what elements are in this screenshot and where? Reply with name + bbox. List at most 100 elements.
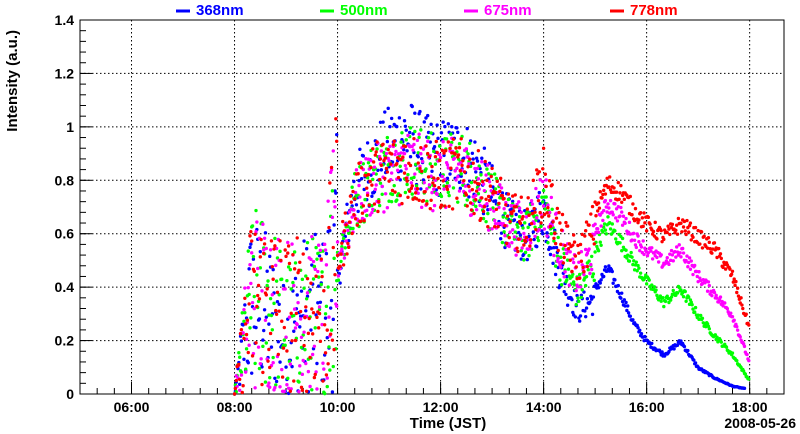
data-point: [396, 152, 401, 156]
data-point: [554, 245, 559, 250]
data-point: [564, 247, 568, 252]
data-point: [577, 251, 581, 255]
data-point: [618, 241, 622, 245]
data-point: [574, 265, 578, 269]
data-point: [607, 264, 611, 268]
data-point: [486, 172, 491, 176]
data-point: [364, 157, 368, 161]
data-point: [463, 184, 468, 188]
data-point: [486, 163, 490, 167]
data-point: [628, 314, 633, 318]
data-point: [385, 139, 390, 144]
data-point: [247, 302, 251, 306]
data-point: [242, 307, 246, 312]
data-point: [287, 261, 292, 266]
data-point: [310, 307, 314, 311]
data-point: [327, 315, 331, 319]
data-point: [387, 199, 391, 203]
data-point: [634, 245, 639, 250]
data-point: [340, 241, 344, 245]
data-point: [485, 178, 489, 183]
data-point: [606, 202, 610, 206]
data-point: [730, 314, 735, 319]
data-point: [450, 140, 454, 145]
data-point: [541, 232, 545, 236]
data-point: [480, 196, 484, 200]
data-point: [334, 191, 338, 195]
data-point: [351, 226, 355, 231]
data-point: [315, 361, 319, 366]
data-point: [412, 175, 416, 180]
data-point: [413, 129, 417, 134]
data-point: [377, 199, 381, 204]
data-point: [317, 311, 322, 316]
data-point: [511, 209, 516, 213]
data-point: [273, 244, 277, 248]
data-point: [415, 187, 420, 191]
data-point: [482, 205, 487, 209]
data-point: [241, 331, 245, 335]
data-point: [502, 196, 506, 201]
data-point: [442, 153, 446, 158]
data-point: [417, 132, 421, 136]
data-point: [428, 162, 432, 166]
data-point: [265, 269, 269, 273]
data-point: [299, 385, 304, 390]
data-point: [617, 291, 621, 296]
data-point: [289, 311, 293, 316]
data-point: [514, 253, 518, 257]
data-point: [583, 309, 587, 313]
data-point: [679, 339, 683, 343]
data-point: [620, 249, 624, 253]
data-point: [440, 174, 445, 179]
data-point: [506, 197, 511, 202]
data-point: [341, 263, 346, 267]
data-point: [465, 204, 469, 208]
data-point: [639, 245, 644, 249]
data-point: [662, 304, 666, 309]
data-point: [425, 202, 429, 206]
data-point: [711, 247, 715, 251]
data-point: [715, 255, 719, 260]
data-point: [579, 259, 584, 263]
data-point: [434, 139, 438, 144]
data-point: [566, 267, 571, 271]
data-point: [431, 208, 435, 213]
data-point: [316, 269, 320, 274]
data-point: [246, 361, 250, 365]
data-point: [577, 260, 581, 265]
data-point: [304, 297, 309, 301]
data-point: [543, 207, 548, 211]
data-point: [419, 205, 424, 210]
data-point: [270, 264, 275, 269]
data-point: [601, 230, 605, 234]
data-point: [541, 188, 546, 193]
data-point: [239, 339, 244, 343]
data-point: [583, 234, 587, 238]
data-point: [299, 345, 304, 350]
data-point: [312, 375, 317, 380]
data-point: [261, 222, 265, 226]
data-point: [511, 199, 515, 204]
data-point: [693, 225, 698, 230]
data-point: [365, 141, 370, 145]
data-point: [292, 313, 296, 318]
data-point: [700, 246, 705, 250]
data-point: [240, 311, 244, 315]
data-point: [243, 322, 248, 326]
data-point: [469, 213, 474, 217]
data-point: [584, 306, 589, 310]
data-point: [264, 293, 269, 297]
data-point: [589, 267, 594, 272]
data-point: [312, 264, 317, 269]
data-point: [580, 288, 584, 292]
data-point: [315, 257, 319, 261]
data-point: [335, 240, 340, 244]
data-point: [493, 199, 498, 203]
data-point: [294, 311, 299, 316]
data-point: [438, 144, 442, 148]
data-point: [519, 210, 523, 214]
data-point: [735, 358, 739, 363]
data-point: [397, 203, 402, 207]
data-point: [439, 131, 444, 135]
